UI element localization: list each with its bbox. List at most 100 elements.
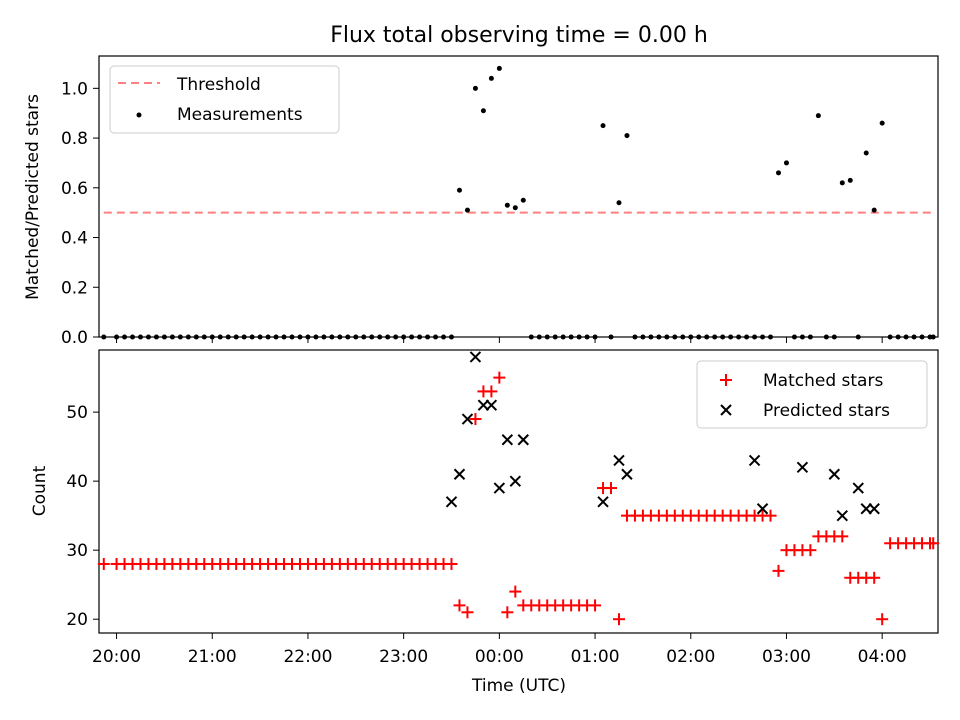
marker-stroke (517, 434, 529, 446)
marker-stroke (852, 482, 864, 494)
predicted-star-point (501, 434, 514, 446)
measurement-point (712, 334, 718, 340)
marker-stroke (597, 496, 609, 508)
measurement-point (425, 334, 431, 340)
predicted-star-point (517, 434, 529, 446)
bottom-x-tick-label: 21:00 (188, 647, 237, 667)
measurement-point (193, 334, 199, 340)
matched-star-point (772, 564, 785, 577)
predicted-stars-legend-swatch (720, 404, 732, 416)
matched-star-point (461, 606, 474, 619)
matched-star-point (501, 606, 514, 619)
matched-star-point (485, 385, 498, 398)
measurement-point (321, 334, 327, 340)
measurement-point (289, 334, 295, 340)
bottom-plot-area (97, 351, 940, 626)
measurement-point (664, 334, 670, 340)
top-y-axis-label: Matched/Predicted stars (23, 94, 43, 300)
matched-stars-legend-label: Matched stars (763, 371, 883, 391)
top-legend-box (109, 65, 340, 134)
matched-star-point (927, 537, 940, 550)
marker-stroke (509, 475, 522, 487)
top-panel: 0.0 0.2 0.4 0.6 0.8 1.0 Matched/Predicted sta… (23, 55, 939, 348)
top-y-tick-label: 0.0 (61, 328, 88, 348)
measurement-point (879, 120, 885, 126)
top-y-tick-label: 0.6 (61, 179, 88, 199)
marker-stroke (756, 503, 769, 515)
measurement-point (449, 334, 455, 340)
marker-stroke (621, 468, 633, 480)
measurement-point (799, 334, 805, 340)
predicted-star-point (852, 482, 864, 494)
top-x-ticks (116, 337, 883, 343)
measurement-point (504, 202, 510, 208)
measurement-point (584, 334, 590, 340)
marker-stroke (445, 496, 458, 508)
measurement-point (161, 334, 167, 340)
measurement-point (911, 334, 917, 340)
measurement-point (101, 334, 107, 340)
predicted-star-point (445, 496, 458, 508)
measurement-point (887, 334, 893, 340)
measurement-point (472, 85, 478, 91)
measurement-point (377, 334, 383, 340)
top-y-tick-label: 0.8 (61, 129, 88, 149)
top-axes-frame (98, 55, 939, 338)
measurement-point (823, 334, 829, 340)
bottom-y-tick-label: 20 (66, 610, 88, 630)
top-y-axis: 0.0 0.2 0.4 0.6 0.8 1.0 (61, 79, 99, 348)
marker-stroke (461, 413, 474, 425)
matched-star-point (764, 509, 777, 522)
matched-star-point (493, 371, 506, 384)
matched-star-point (97, 557, 110, 570)
measurement-point (752, 334, 758, 340)
measurement-point (648, 334, 654, 340)
measurement-point (919, 334, 925, 340)
measurement-point (680, 334, 686, 340)
measurement-point (839, 180, 845, 186)
predicted-star-point (469, 351, 482, 363)
measurement-point (361, 334, 367, 340)
measurement-point (783, 160, 789, 166)
measurement-point (273, 334, 279, 340)
top-y-tick-label: 0.4 (61, 229, 88, 249)
measurement-point (760, 334, 766, 340)
matched-star-point (605, 482, 618, 495)
matched-star-point (612, 613, 625, 626)
measurement-point (257, 334, 263, 340)
matched-star-point (836, 530, 849, 543)
measurement-point (855, 334, 861, 340)
measurement-point (433, 334, 439, 340)
matched-star-point (876, 613, 889, 626)
measurement-point (488, 75, 494, 81)
marker-stroke (868, 503, 880, 515)
measurement-point (815, 113, 821, 119)
predicted-star-point (597, 496, 609, 508)
bottom-y-tick-label: 30 (66, 541, 88, 561)
predicted-star-point (836, 509, 849, 522)
measurement-point (265, 334, 271, 340)
top-plot-area (101, 65, 936, 340)
marker-stroke (493, 482, 506, 494)
measurement-point (369, 334, 375, 340)
bottom-x-tick-label: 02:00 (666, 647, 715, 667)
measurement-point (895, 334, 901, 340)
measurement-point (632, 334, 638, 340)
measurement-point (249, 334, 255, 340)
measurement-point (217, 334, 223, 340)
measurement-point (169, 334, 175, 340)
measurement-point (728, 334, 734, 340)
measurement-point (930, 334, 936, 340)
top-legend: Threshold Measurements (109, 65, 340, 134)
measurement-point (775, 170, 781, 176)
bottom-legend-box (696, 360, 928, 429)
measurement-point (704, 334, 710, 340)
bottom-y-tick-label: 40 (66, 472, 88, 492)
measurement-point (640, 334, 646, 340)
measurement-point (600, 123, 606, 129)
measurement-point (807, 334, 813, 340)
matched-star-point (868, 571, 881, 584)
measurement-point (720, 334, 726, 340)
measurement-point (185, 334, 191, 340)
